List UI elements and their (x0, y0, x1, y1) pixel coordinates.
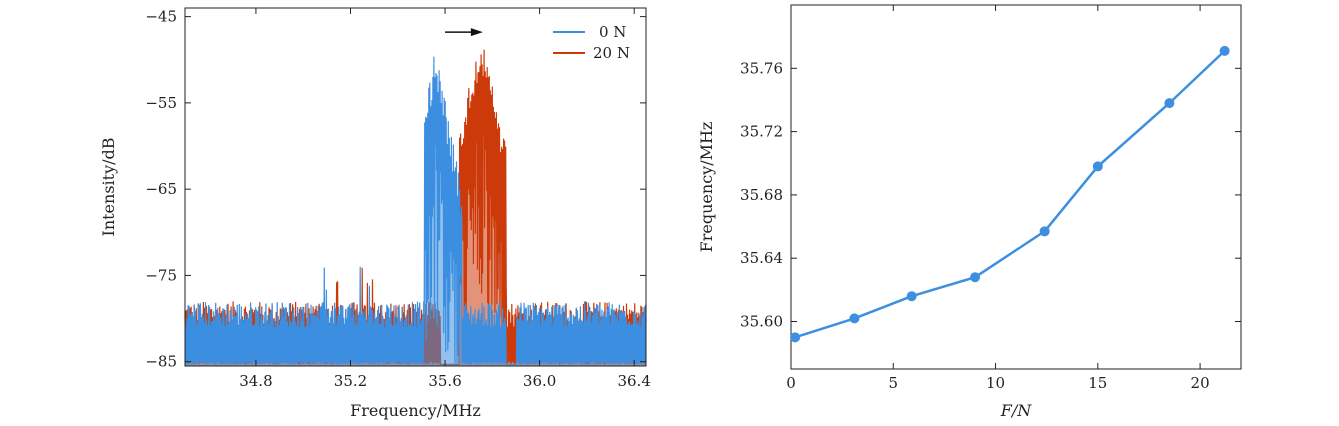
frequency-point (1039, 226, 1050, 237)
frequency-y-tick-label: 35.72 (740, 123, 783, 141)
spectrum-y-tick-label: −45 (145, 8, 177, 26)
force-x-tick-label: 20 (1191, 374, 1210, 392)
spectrum-legend: 0 N 20 N (553, 23, 630, 62)
legend-label-0N: 0 N (599, 23, 626, 41)
force-x-tick-label: 10 (986, 374, 1005, 392)
force-x-tick-label: 0 (786, 374, 796, 392)
force-plot-frame (790, 4, 1242, 370)
frequency-point (1092, 161, 1103, 172)
frequency-line (794, 49, 1226, 339)
frequency-y-axis-label: Frequency/MHz (697, 122, 716, 253)
force-x-tick-label: 5 (888, 374, 898, 392)
frequency-point (790, 332, 801, 343)
spectrum-x-tick-label: 36.0 (523, 372, 556, 390)
legend-label-20N: 20 N (593, 44, 630, 62)
frequency-point (906, 291, 917, 302)
frequency-vs-force-chart: 0 5 10 15 20 35.60 35.64 35.68 35.72 35.76 F/N F… (697, 4, 1242, 420)
frequency-point (1219, 45, 1230, 56)
shift-arrow-head (470, 28, 483, 37)
force-x-tick-label: 15 (1088, 374, 1107, 392)
spectrum-y-tick-label: −55 (145, 94, 177, 112)
frequency-point (970, 272, 981, 283)
spectrum-y-tick-label: −85 (145, 353, 177, 371)
frequency-y-tick-label: 35.76 (740, 59, 783, 77)
spectrum-x-tick-label: 36.4 (617, 372, 650, 390)
frequency-point (849, 313, 860, 324)
frequency-y-tick-label: 35.68 (740, 186, 783, 204)
spectrum-y-axis-label: Intensity/dB (99, 137, 118, 236)
spectrum-x-tick-label: 35.2 (334, 372, 367, 390)
spectrum-y-tick-label: −75 (145, 266, 177, 284)
spectrum-y-tick-label: −65 (145, 180, 177, 198)
spectrum-x-tick-label: 35.6 (428, 372, 461, 390)
spectrum-series-0N (184, 56, 647, 366)
spectrum-chart: 34.8 35.2 35.6 36.0 36.4 −45 −55 −65 −75 −85 Fre… (99, 7, 651, 420)
frequency-y-tick-label: 35.60 (740, 313, 783, 331)
frequency-point (1164, 98, 1175, 109)
spectrum-x-axis-label: Frequency/MHz (350, 401, 481, 420)
force-x-axis-label: F/N (1000, 401, 1032, 420)
spectrum-x-tick-label: 34.8 (239, 372, 272, 390)
spectrum-fill (185, 56, 646, 366)
shift-arrow (445, 28, 483, 37)
frequency-y-tick-label: 35.64 (740, 249, 783, 267)
spectrum-plot-frame (184, 7, 647, 367)
